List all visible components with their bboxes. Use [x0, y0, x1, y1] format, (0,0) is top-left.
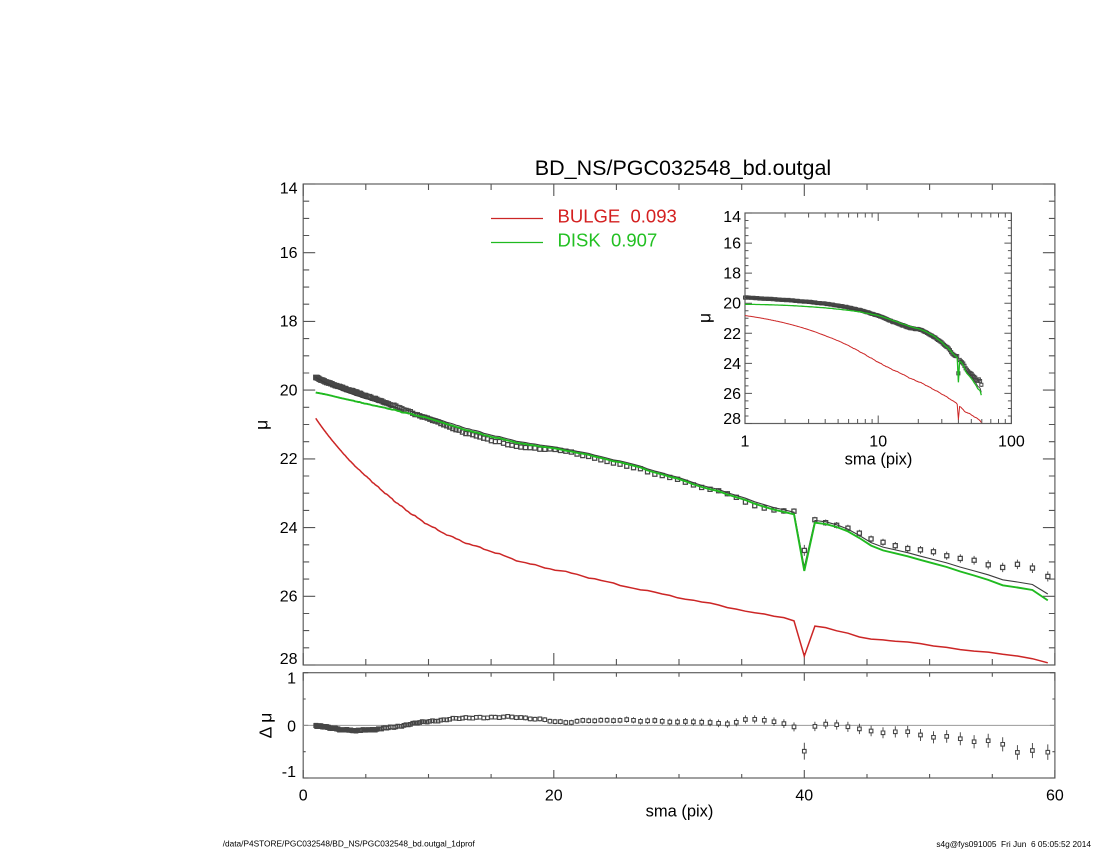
svg-text:14: 14: [723, 209, 741, 226]
svg-text:/data/P4STORE/PGC032548/BD_NS/: /data/P4STORE/PGC032548/BD_NS/PGC032548_…: [223, 839, 476, 849]
svg-text:sma (pix): sma (pix): [646, 802, 714, 820]
svg-text:s4g@fys091005 Fri Jun 6 05:0: s4g@fys091005 Fri Jun 6 05:05:52 2014: [936, 839, 1091, 849]
svg-text:20: 20: [280, 382, 298, 399]
svg-text:26: 26: [280, 589, 298, 606]
svg-text:10: 10: [869, 434, 887, 451]
svg-text:20: 20: [545, 788, 563, 805]
svg-text:22: 22: [723, 326, 741, 343]
svg-text:20: 20: [723, 296, 741, 313]
svg-text:μ: μ: [695, 313, 715, 323]
svg-text:DISK 0.907: DISK 0.907: [558, 230, 658, 251]
svg-text:26: 26: [723, 386, 741, 403]
svg-text:16: 16: [280, 245, 298, 262]
svg-text:60: 60: [1046, 788, 1064, 805]
svg-text:sma (pix): sma (pix): [845, 451, 913, 469]
svg-text:22: 22: [280, 451, 298, 468]
svg-text:24: 24: [280, 520, 298, 537]
svg-text:28: 28: [723, 411, 741, 428]
svg-text:BD_NS/PGC032548_bd.outgal: BD_NS/PGC032548_bd.outgal: [535, 156, 831, 180]
svg-text:-1: -1: [282, 764, 296, 781]
svg-text:1: 1: [287, 671, 296, 688]
svg-text:28: 28: [280, 651, 298, 668]
svg-text:0: 0: [299, 788, 308, 805]
svg-text:40: 40: [795, 788, 813, 805]
svg-text:Δ μ: Δ μ: [256, 713, 276, 739]
svg-text:16: 16: [723, 236, 741, 253]
svg-text:0: 0: [287, 718, 296, 735]
svg-text:18: 18: [280, 314, 298, 331]
svg-text:μ: μ: [252, 420, 272, 430]
svg-text:BULGE 0.093: BULGE 0.093: [558, 206, 677, 227]
svg-text:100: 100: [998, 434, 1025, 451]
svg-text:1: 1: [741, 434, 750, 451]
svg-text:14: 14: [280, 181, 298, 198]
svg-text:18: 18: [723, 266, 741, 283]
svg-text:24: 24: [723, 356, 741, 373]
